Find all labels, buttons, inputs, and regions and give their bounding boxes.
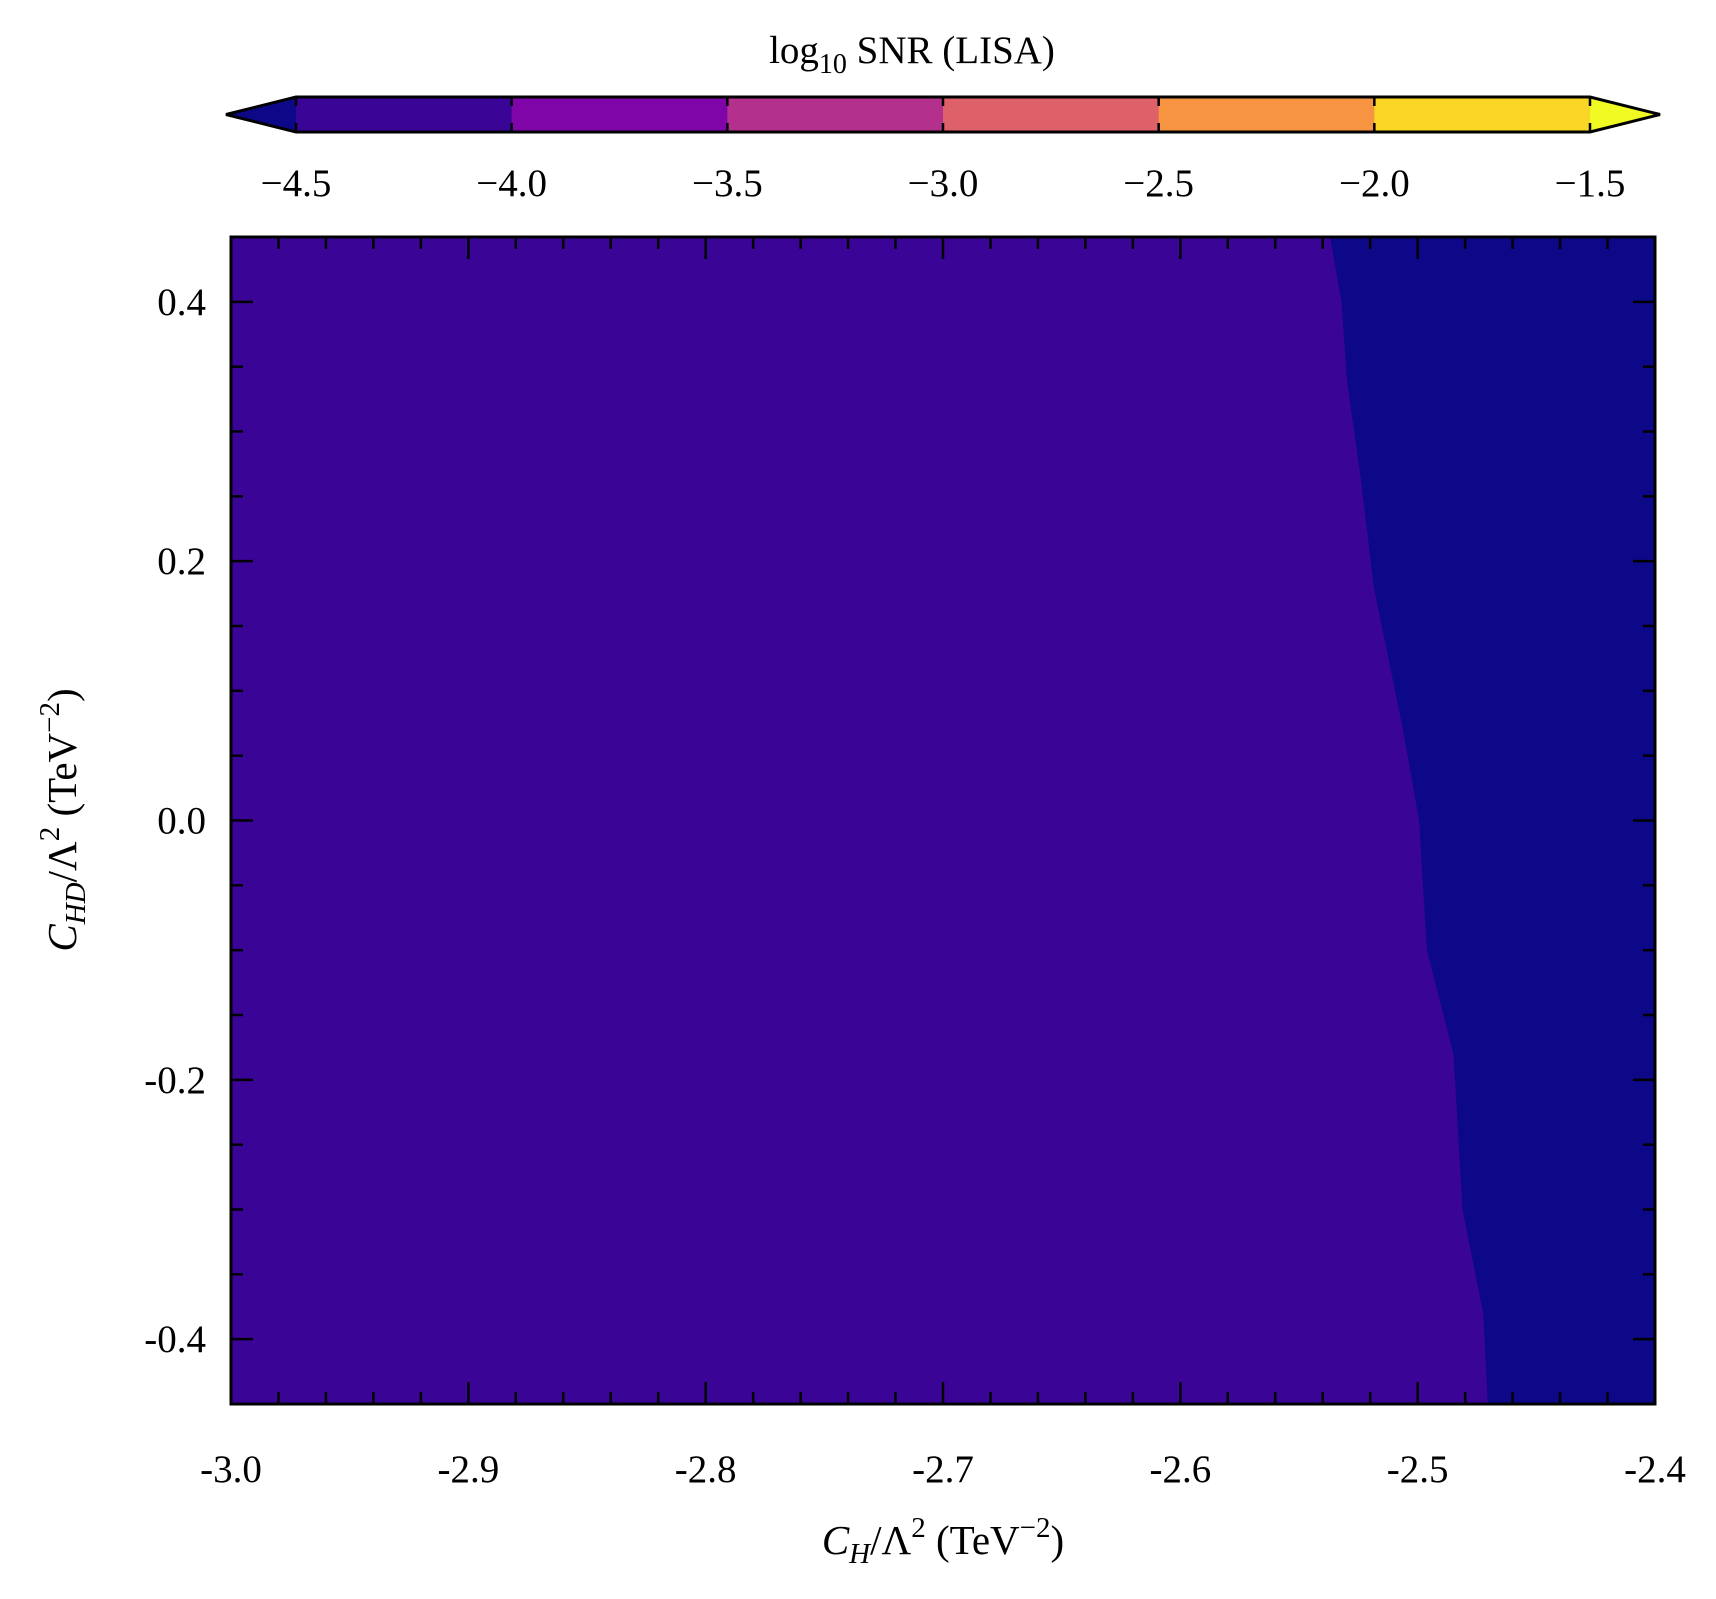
y-axis-title-sub: HD <box>60 882 92 925</box>
x-tick-label: -2.9 <box>437 1448 499 1491</box>
colorbar-title-prefix: log <box>769 29 819 72</box>
x-tick-labels: -3.0 -2.9 -2.8 -2.7 -2.6 -2.5 -2.4 <box>200 1448 1686 1491</box>
colorbar-tick-label: −1.5 <box>1555 162 1626 205</box>
y-axis-title-unit-post: ) <box>39 688 85 702</box>
y-axis-title: CHD/Λ2 (TeV−2) <box>34 688 92 951</box>
colorbar-title: log10 SNR (LISA) <box>769 29 1055 80</box>
colorbar-segment <box>1374 97 1591 132</box>
colorbar-under-arrow <box>226 97 296 132</box>
colorbar-segment <box>1158 97 1375 132</box>
x-axis-title-main: C <box>822 1517 850 1563</box>
y-axis-title-unit-sup: −2 <box>34 702 66 733</box>
colorbar-tick-label: −2.5 <box>1123 162 1194 205</box>
x-axis-title-rest: /Λ <box>870 1517 911 1563</box>
colorbar: −4.5 −4.0 −3.5 −3.0 −2.5 −2.0 −1.5 log10 SNR (… <box>225 29 1661 205</box>
x-tick-label: -3.0 <box>200 1448 262 1491</box>
colorbar-tick-label: −3.0 <box>908 162 979 205</box>
colorbar-tick-label: −4.0 <box>476 162 547 205</box>
x-axis-title-sup: 2 <box>911 1512 926 1544</box>
colorbar-tick-label: −2.0 <box>1339 162 1410 205</box>
y-axis-title-sup: 2 <box>34 827 66 842</box>
x-tick-label: -2.5 <box>1387 1448 1449 1491</box>
y-tick-label: 0.0 <box>157 800 206 843</box>
y-tick-labels: 0.4 0.2 0.0 -0.2 -0.4 <box>144 281 206 1361</box>
colorbar-segment <box>727 97 944 132</box>
plot-frame <box>229 235 1657 1406</box>
x-axis-title-unit-sup: −2 <box>1020 1512 1051 1544</box>
y-tick-label: 0.2 <box>157 540 206 583</box>
x-tick-label: -2.4 <box>1624 1448 1686 1491</box>
colorbar-title-sub: 10 <box>819 49 847 80</box>
y-tick-label: -0.2 <box>144 1059 206 1102</box>
colorbar-segment <box>296 97 513 132</box>
x-tick-label: -2.6 <box>1149 1448 1211 1491</box>
x-tick-label: -2.7 <box>912 1448 974 1491</box>
x-tick-label: -2.8 <box>675 1448 737 1491</box>
y-axis-title-rest: /Λ <box>39 841 85 882</box>
colorbar-tick-label: −4.5 <box>261 162 332 205</box>
x-axis-title-unit-post: ) <box>1051 1517 1065 1563</box>
colorbar-over-arrow <box>1590 97 1660 132</box>
y-tick-label: 0.4 <box>157 281 206 324</box>
colorbar-segment <box>511 97 728 132</box>
y-axis-title-main: C <box>39 924 85 952</box>
y-axis-title-unit-pre: (TeV <box>39 732 85 826</box>
x-axis-title: CH/Λ2 (TeV−2) <box>822 1512 1064 1570</box>
x-axis-title-sub: H <box>848 1538 872 1570</box>
colorbar-segment <box>943 97 1160 132</box>
colorbar-tick-labels: −4.5 −4.0 −3.5 −3.0 −2.5 −2.0 −1.5 <box>261 162 1626 205</box>
colorbar-title-rest: SNR (LISA) <box>847 29 1055 72</box>
x-axis-title-unit-pre: (TeV <box>926 1517 1020 1563</box>
contour-band-6 <box>231 237 1488 1404</box>
plot-area <box>229 235 1657 1406</box>
colorbar-tick-label: −3.5 <box>692 162 763 205</box>
colorbar-outline <box>225 95 1661 134</box>
y-tick-label: -0.4 <box>144 1318 206 1361</box>
